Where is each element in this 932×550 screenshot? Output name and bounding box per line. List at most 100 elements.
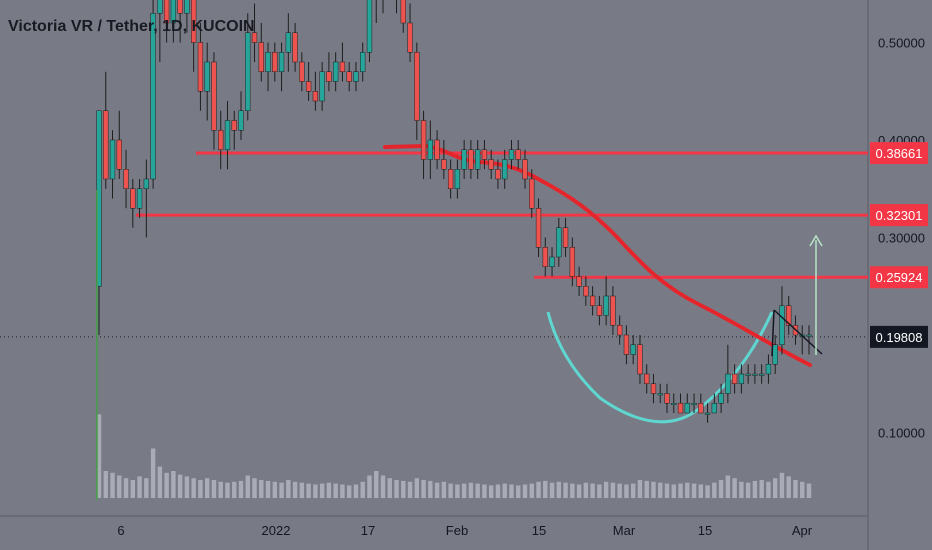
candle-down xyxy=(650,383,657,394)
volume-bar xyxy=(184,476,190,498)
x-tick-label: Apr xyxy=(792,523,813,538)
volume-bar xyxy=(441,481,447,498)
candle-down xyxy=(576,276,582,287)
candle-down xyxy=(495,169,501,180)
candle-up xyxy=(752,373,758,376)
volume-bar xyxy=(806,483,812,498)
volume-bar xyxy=(732,478,737,498)
volume-bar xyxy=(536,481,541,498)
volume-bar xyxy=(543,480,548,498)
candle-down xyxy=(542,247,548,267)
level-price-tag xyxy=(870,266,928,289)
candle-up xyxy=(238,110,244,131)
candle-down xyxy=(116,139,122,170)
candle-down xyxy=(617,325,623,336)
volume-bar xyxy=(637,480,643,498)
volume-bar xyxy=(678,483,683,498)
candle-down xyxy=(698,403,704,414)
volume-bar xyxy=(630,483,636,498)
volume-bar xyxy=(597,484,602,498)
candle-up xyxy=(184,0,190,14)
volume-bar xyxy=(576,484,582,498)
candle-up xyxy=(603,295,609,316)
x-tick-label: 15 xyxy=(698,523,712,538)
volume-bar xyxy=(549,482,555,498)
volume-bar xyxy=(482,484,487,498)
volume-bar xyxy=(712,482,717,498)
volume-bar xyxy=(752,480,758,498)
x-tick-label: Mar xyxy=(613,523,636,538)
volume-bar xyxy=(279,482,284,498)
volume-bar xyxy=(238,480,244,498)
volume-bar xyxy=(644,480,649,498)
volume-bar xyxy=(617,483,622,498)
volume-bar xyxy=(319,483,325,498)
volume-bar xyxy=(103,471,108,498)
level-price-label: 0.32301 xyxy=(876,208,923,223)
volume-bar xyxy=(353,484,359,498)
volume-bar xyxy=(272,481,278,498)
volume-bar xyxy=(326,482,332,498)
volume-bar xyxy=(428,480,433,498)
candle-down xyxy=(211,61,217,131)
candle-down xyxy=(400,0,406,24)
candle-up xyxy=(224,120,231,150)
volume-bar xyxy=(198,480,203,498)
level-price-label: 0.38661 xyxy=(876,146,923,161)
volume-bar xyxy=(651,481,656,498)
volume-bar xyxy=(800,481,805,498)
candle-up xyxy=(170,0,177,24)
candle-up xyxy=(157,0,163,14)
candle-down xyxy=(583,286,589,297)
candle-up xyxy=(718,393,724,404)
volume-bar xyxy=(117,475,122,498)
x-tick-label: 2022 xyxy=(262,523,291,538)
volume-bar xyxy=(488,485,494,498)
volume-bar xyxy=(685,482,690,498)
candle-down xyxy=(191,0,197,43)
volume-bar xyxy=(664,483,670,498)
volume-bar xyxy=(698,484,704,498)
volume-bar xyxy=(563,482,568,498)
candle-up xyxy=(765,364,772,375)
candle-up xyxy=(278,52,285,72)
volume-bar xyxy=(137,476,142,498)
candle-down xyxy=(258,42,264,72)
volume-bar xyxy=(434,482,440,498)
candle-up xyxy=(366,0,373,53)
candle-up xyxy=(671,403,677,405)
candle-up xyxy=(427,139,433,160)
volume-bar xyxy=(414,478,420,498)
chart-title: Victoria VR / Tether, 1D, KUCOIN xyxy=(8,18,255,35)
candle-down xyxy=(664,393,670,404)
candle-down xyxy=(414,52,420,121)
current-price-tag xyxy=(870,325,928,348)
volume-bar xyxy=(759,480,764,498)
volume-bar xyxy=(624,484,629,498)
candle-down xyxy=(326,71,332,82)
volume-bar xyxy=(346,485,352,498)
candle-down xyxy=(292,32,298,63)
volume-bar xyxy=(286,480,291,498)
volume-bar xyxy=(265,480,271,498)
volume-bar xyxy=(772,478,778,498)
volume-bar xyxy=(705,485,710,498)
volume-bar xyxy=(387,478,392,498)
volume-bar xyxy=(671,484,676,498)
candle-up xyxy=(150,13,156,180)
candle-up xyxy=(630,344,636,355)
candle-down xyxy=(441,159,447,170)
candle-down xyxy=(197,42,204,92)
candle-down xyxy=(312,91,319,102)
volume-bar xyxy=(603,481,609,498)
candle-up xyxy=(745,373,751,376)
volume-bar xyxy=(123,478,129,498)
candle-down xyxy=(305,81,312,92)
volume-bar xyxy=(455,484,460,498)
candle-up xyxy=(502,159,508,180)
volume-bar xyxy=(299,482,305,498)
volume-bar xyxy=(177,474,183,498)
candle-down xyxy=(623,334,630,355)
volume-bar xyxy=(516,485,521,498)
volume-bar xyxy=(475,483,480,498)
